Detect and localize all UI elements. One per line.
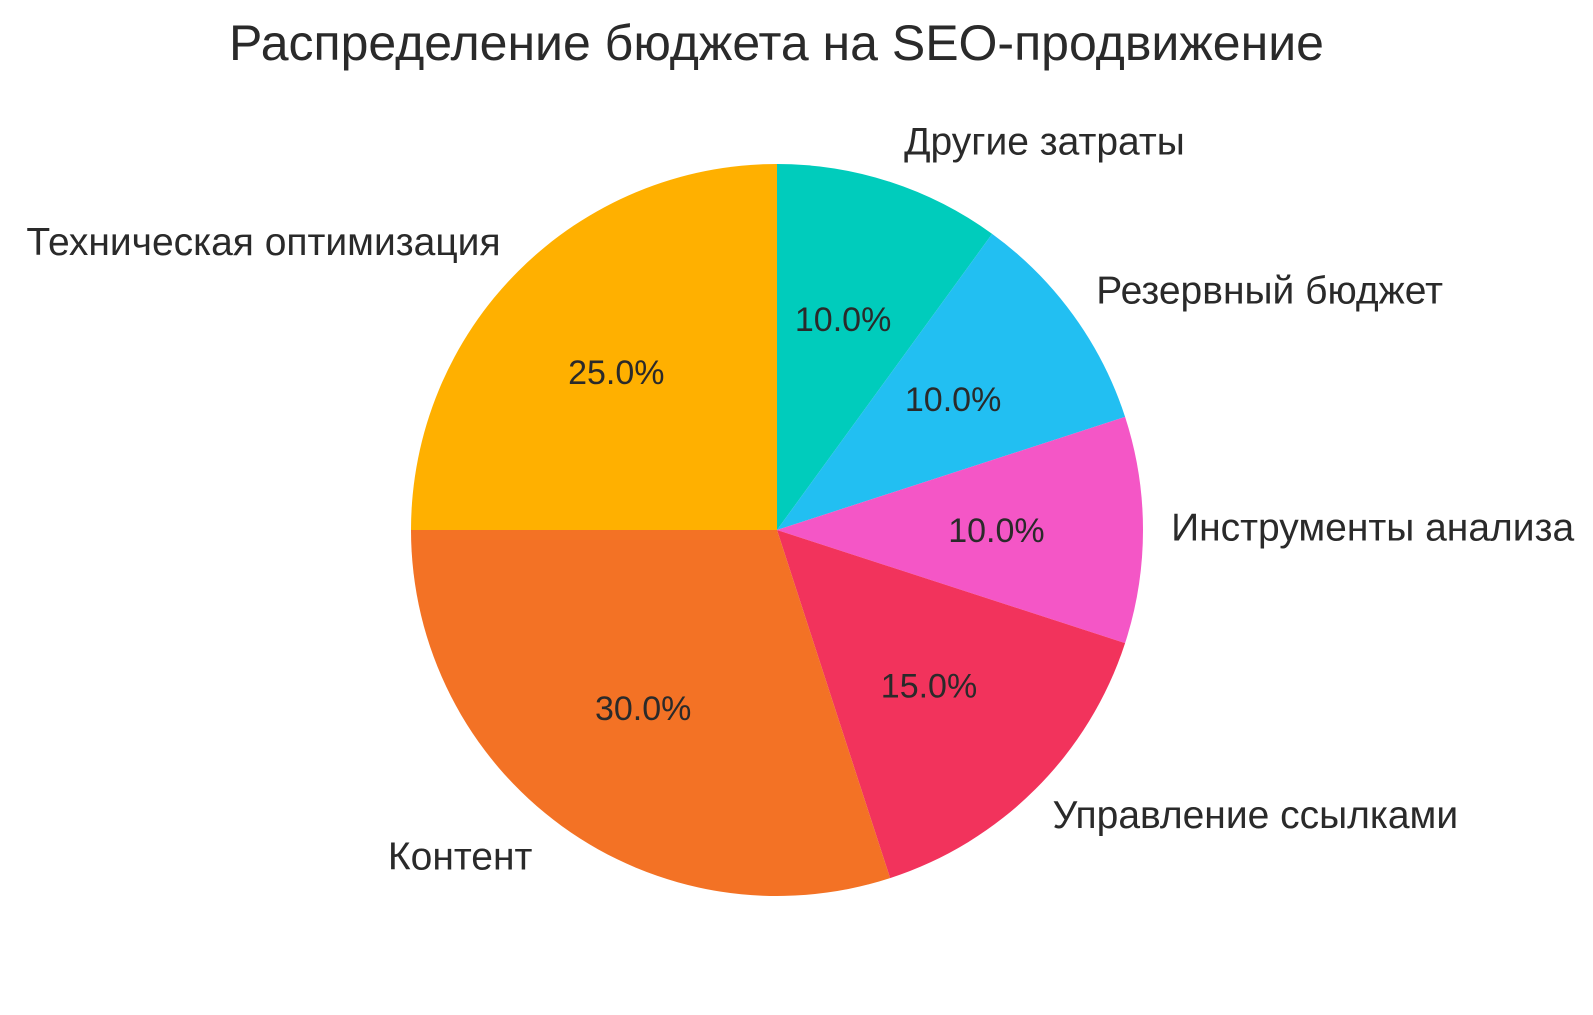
- svg-text:Управление ссылками: Управление ссылками: [1053, 794, 1459, 837]
- svg-text:Резервный бюджет: Резервный бюджет: [1096, 269, 1443, 312]
- svg-text:15.0%: 15.0%: [881, 668, 977, 706]
- svg-text:10.0%: 10.0%: [905, 381, 1001, 419]
- svg-text:10.0%: 10.0%: [795, 301, 891, 339]
- svg-text:Инструменты анализа: Инструменты анализа: [1171, 506, 1574, 549]
- svg-text:Другие затраты: Другие затраты: [904, 120, 1185, 163]
- svg-text:10.0%: 10.0%: [948, 512, 1044, 550]
- svg-text:Контент: Контент: [388, 835, 533, 878]
- svg-text:25.0%: 25.0%: [568, 354, 664, 392]
- svg-text:30.0%: 30.0%: [595, 690, 691, 728]
- svg-text:Техническая оптимизация: Техническая оптимизация: [26, 221, 500, 264]
